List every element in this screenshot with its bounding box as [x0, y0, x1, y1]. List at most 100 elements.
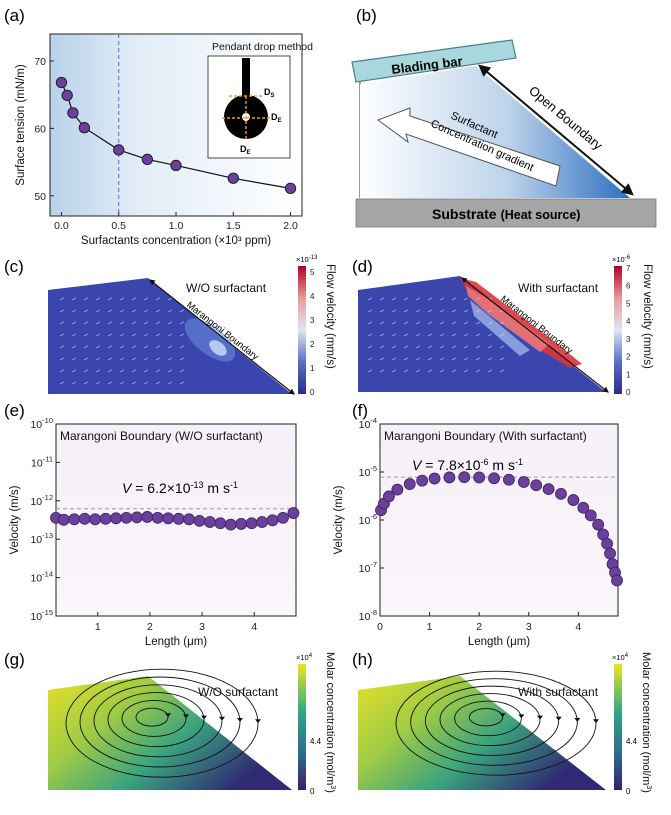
panel-a-xtick: 1.5 — [226, 220, 241, 232]
panel-e: (e) 1 2 3 4 10-15 10-14 10-13 10-12 10-11 10-10 Le… — [4, 401, 300, 648]
colorbar-g-exp: ×10 — [296, 653, 309, 662]
colorbar-c-tick: 1 — [310, 364, 315, 373]
ds-label: D — [264, 87, 271, 97]
substrate-label: Substrate — [432, 206, 497, 222]
panel-f-eq-value: = 7.8×10 — [421, 457, 480, 473]
svg-text:Molar concentration (mol/m3): Molar concentration (mol/m3) — [324, 652, 336, 793]
panel-f-point — [403, 478, 416, 490]
colorbar-d-exp: ×10 — [612, 255, 625, 264]
panel-e-point — [151, 511, 164, 524]
colorbar-c-tick: 4 — [310, 292, 315, 301]
panel-e-ytick: 10-15 — [30, 608, 53, 623]
panel-e-point — [120, 511, 133, 524]
panel-e-point — [204, 516, 216, 528]
panel-c-note: W/O surfactant — [186, 281, 267, 295]
colorbar-h-tick-0: 0 — [626, 787, 631, 796]
panel-label-h: (h) — [352, 650, 373, 669]
colorbar-h-exp: ×10 — [612, 653, 625, 662]
panel-f-point — [584, 509, 597, 522]
svg-text:DE: DE — [271, 112, 282, 124]
panel-f-point — [391, 483, 404, 496]
colorbar-c-tick: 2 — [310, 340, 315, 349]
panel-a-point — [113, 144, 125, 156]
panel-f-xlabel: Length (μm) — [468, 636, 530, 648]
colorbar-c-tick: 0 — [310, 388, 315, 397]
panel-f-ytick: 10-6 — [359, 512, 377, 527]
svg-text:Substrate(Heat source): Substrate (Heat source) — [432, 206, 580, 222]
colorbar-d-tick: 4 — [626, 317, 631, 326]
panel-h: (h) With surfactant ×104 4.4 0 Molar con… — [352, 650, 652, 796]
panel-f-point — [443, 471, 456, 484]
open-boundary-arrow — [478, 64, 634, 196]
inset-title: Pendant drop method — [212, 41, 313, 53]
panel-e-xtick: 4 — [251, 621, 257, 633]
panel-f-ytick: 10-5 — [359, 464, 377, 479]
panel-f: (f) 0 1 2 3 4 10-8 10-7 10-6 10-5 10-4 Length (μm)… — [333, 401, 623, 648]
panel-a-xtick: 2.0 — [283, 220, 298, 232]
panel-f-eq-v: V — [412, 457, 423, 473]
panel-e-point — [110, 512, 122, 525]
pendant-drop-inset: Pendant drop method DS DE DE — [207, 41, 313, 159]
panel-e-point — [245, 517, 258, 530]
svg-text:Molar concentration (mol/m3): Molar concentration (mol/m3) — [640, 652, 652, 793]
panel-f-point — [592, 518, 605, 531]
panel-e-ytick: 10-12 — [30, 493, 53, 508]
panel-label-f: (f) — [352, 401, 368, 420]
panel-e-point — [162, 512, 175, 525]
svg-text:DS: DS — [264, 87, 275, 99]
panel-f-point — [503, 473, 515, 486]
gradient-arrow-icon — [376, 107, 561, 187]
panel-f-plot-area — [380, 424, 618, 616]
panel-e-point — [89, 513, 102, 526]
conc-field-h — [358, 676, 606, 790]
panel-e-point — [277, 511, 289, 524]
streamline — [468, 708, 504, 727]
panel-a-xtick: 1.0 — [169, 220, 184, 232]
colorbar-g-title: Molar concentration (mol/m — [324, 652, 336, 785]
panel-a-point — [284, 182, 297, 195]
panel-f-point — [530, 479, 543, 492]
panel-a-point — [78, 122, 91, 134]
colorbar-c-title: Flow velocity (mm/s) — [324, 264, 336, 369]
panel-a-xtick: 0.5 — [111, 220, 126, 232]
panel-f-point — [567, 494, 580, 506]
panel-e-point — [256, 516, 268, 528]
panel-label-b: (b) — [356, 6, 377, 25]
colorbar-d — [614, 266, 622, 394]
panel-e-point — [68, 513, 81, 526]
panel-g-note: W/O surfactant — [198, 685, 279, 699]
panel-f-xtick: 1 — [427, 621, 433, 633]
panel-e-xtick: 2 — [147, 621, 153, 633]
heat-source-label: (Heat source) — [501, 208, 581, 222]
panel-e-point — [266, 514, 279, 527]
de-label-right: D — [271, 112, 278, 122]
panel-f-xtick: 2 — [476, 621, 482, 633]
colorbar-d-tick: 6 — [626, 282, 631, 291]
panel-f-point — [458, 471, 471, 484]
panel-f-ylabel: Velocity (m/s) — [333, 485, 345, 554]
colorbar-c — [298, 266, 306, 394]
panel-e-xtick: 3 — [199, 621, 205, 633]
panel-f-ytick: 10-7 — [359, 560, 377, 575]
colorbar-d-tick: 1 — [626, 370, 631, 379]
panel-e-xlabel: Length (μm) — [145, 636, 207, 648]
colorbar-g-tick-0: 0 — [310, 787, 315, 796]
colorbar-d-tick: 5 — [626, 299, 631, 308]
panel-f-point — [601, 537, 613, 550]
panel-e-box-label: Marangoni Boundary (W/O surfactant) — [60, 429, 263, 443]
svg-text:DE: DE — [240, 144, 251, 156]
colorbar-d-tick: 2 — [626, 353, 631, 362]
panel-b: (b) Blading bar Open Boundary Surfactant… — [351, 6, 657, 228]
panel-f-xtick: 0 — [377, 621, 383, 633]
panel-f-box-label: Marangoni Boundary (With surfactant) — [384, 429, 587, 443]
panel-d: (d) With surfactant Marangoni Boundary ×… — [352, 255, 653, 397]
panel-a-xlabel: Surfactants concentration (×10³ ppm) — [81, 235, 271, 247]
panel-h-note: With surfactant — [518, 685, 599, 699]
panel-e-ytick: 10-14 — [30, 570, 53, 585]
panel-e-point — [193, 514, 206, 527]
panel-f-xtick: 3 — [526, 621, 532, 633]
panel-e-point — [141, 511, 154, 523]
blading-bar-shape — [351, 39, 517, 83]
svg-text:V = 6.2×10-13 m s-1: V = 6.2×10-13 m s-1 — [122, 480, 238, 496]
